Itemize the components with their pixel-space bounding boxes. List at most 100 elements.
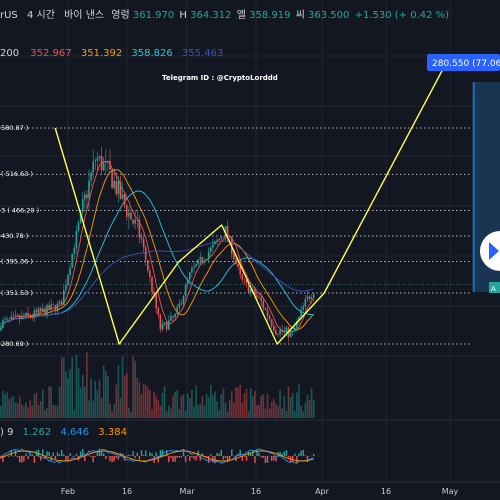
- macd-histogram-bar: [264, 456, 267, 463]
- ma-value-2: 351.392: [81, 48, 122, 59]
- candle-body: [266, 309, 269, 316]
- macd-histogram-bar: [208, 456, 210, 463]
- volume-bar: [294, 411, 296, 418]
- macd-histogram-bar: [8, 456, 10, 457]
- candle-body: [126, 205, 128, 217]
- volume-bar: [228, 400, 231, 418]
- volume-bar: [21, 404, 23, 418]
- candle-body: [140, 237, 143, 240]
- volume-bar: [107, 375, 109, 418]
- projection-path[interactable]: [54, 59, 449, 345]
- x-tick-label: 16: [381, 487, 391, 496]
- header-row: rUS 4 시간 바이 낸스 영렁 361.970 H 364.312 엘 35…: [0, 8, 449, 21]
- moving-average-line: [0, 240, 314, 329]
- candle-body: [63, 290, 65, 305]
- ma-length: 200: [0, 48, 19, 59]
- macd-histogram-bar: [71, 456, 73, 457]
- macd-histogram-bar: [273, 456, 275, 461]
- macd-histogram-bar: [250, 453, 252, 456]
- volume-bar: [212, 395, 214, 418]
- volume-bar: [247, 411, 250, 418]
- macd-histogram-bar: [231, 449, 233, 456]
- exchange: 바이 낸스: [64, 9, 104, 21]
- candle-body: [201, 257, 204, 263]
- candle-body: [90, 172, 92, 181]
- candle-body: [197, 259, 199, 265]
- volume-bar: [77, 368, 80, 418]
- volume-bar: [191, 389, 193, 418]
- candle-body: [176, 307, 178, 314]
- candle-body: [121, 194, 124, 199]
- macd-histogram-bar: [205, 456, 208, 458]
- macd-histogram-bar: [279, 451, 281, 456]
- macd-histogram-bar: [16, 456, 19, 458]
- candle-body: [189, 272, 191, 280]
- macd-histogram-bar: [157, 456, 159, 463]
- macd-histogram-bar: [100, 450, 103, 456]
- candle-body: [54, 304, 57, 312]
- macd-histogram-bar: [187, 454, 189, 456]
- volume-bar: [48, 386, 50, 418]
- volume-bar: [252, 396, 254, 418]
- open-label: 영렁: [111, 9, 129, 21]
- volume-bar: [220, 394, 223, 418]
- macd-histogram-bar: [29, 452, 31, 456]
- volume-bar: [52, 405, 55, 418]
- candle-body: [117, 181, 120, 195]
- volume-bar: [243, 393, 246, 418]
- macd-row: ) 9 1.262 4.646 3.384: [0, 427, 127, 438]
- low-value: 358.919: [249, 10, 290, 21]
- candle-body: [180, 303, 183, 305]
- candle-body: [60, 301, 63, 305]
- volume-bar: [63, 357, 65, 418]
- macd-histogram-bar: [12, 456, 15, 457]
- candle-body: [310, 297, 313, 300]
- candle-body: [75, 230, 78, 248]
- candle-body: [44, 308, 46, 315]
- volume-bar: [254, 390, 256, 418]
- candle-body: [113, 180, 115, 188]
- macd-histogram-bar: [58, 454, 61, 456]
- candle-body: [157, 308, 160, 315]
- candle-body: [216, 240, 218, 242]
- macd-histogram-bar: [25, 453, 27, 456]
- macd-histogram-bar: [90, 456, 92, 457]
- macd-histogram-bar: [56, 452, 59, 456]
- candle-body: [155, 294, 157, 309]
- macd-histogram-bar: [73, 456, 75, 457]
- volume-bar: [205, 394, 208, 418]
- candle-body: [77, 222, 80, 231]
- volume-bar: [46, 407, 48, 418]
- candle-body: [247, 282, 250, 293]
- volume-bar: [308, 399, 311, 418]
- volume-bar: [132, 356, 134, 418]
- candle-body: [210, 247, 212, 253]
- macd-histogram-bar: [283, 451, 285, 456]
- macd-histogram-bar: [142, 455, 145, 456]
- ma-row: 200 352.967 351.392 358.826 355.463: [0, 48, 223, 59]
- candle-body: [214, 241, 216, 245]
- candle-body: [25, 312, 27, 317]
- macd-histogram-bar: [241, 456, 243, 461]
- volume-bar: [256, 405, 258, 418]
- candle-body: [289, 330, 292, 337]
- volume-bar: [44, 409, 46, 418]
- macd-histogram-bar: [117, 456, 120, 460]
- macd-histogram-bar: [180, 456, 183, 458]
- candle-body: [92, 161, 94, 173]
- level-label: 280.69 ): [1, 340, 28, 348]
- volume-bar: [136, 377, 139, 418]
- candle-body: [241, 274, 244, 280]
- volume-bar: [161, 392, 164, 418]
- volume-bar: [115, 384, 118, 418]
- macd-histogram-bar: [42, 449, 44, 456]
- macd-histogram-bar: [159, 450, 162, 456]
- macd-histogram-bar: [193, 456, 195, 460]
- candle-body: [8, 318, 10, 319]
- symbol: rUS: [0, 10, 18, 21]
- candle-body: [42, 308, 44, 312]
- candle-body: [281, 329, 283, 332]
- macd-histogram-bar: [88, 455, 90, 456]
- candle-body: [100, 156, 103, 171]
